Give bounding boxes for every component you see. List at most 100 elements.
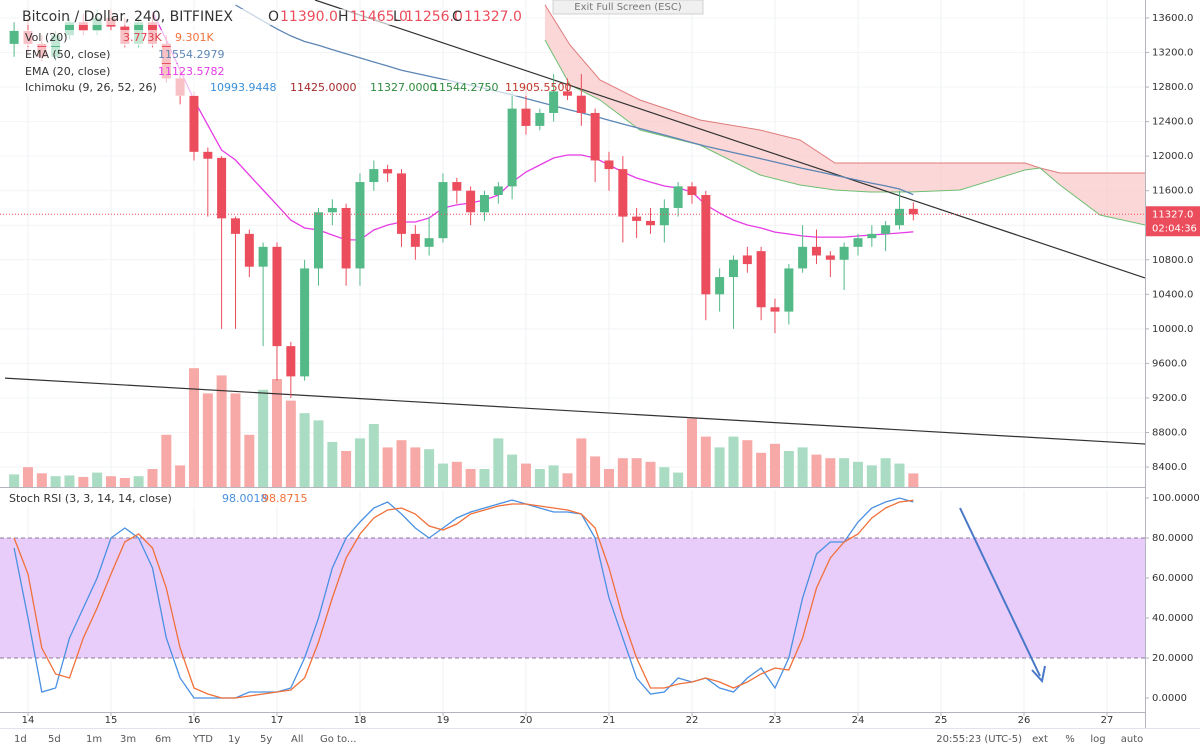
y-tick-label: 100.0000 — [1152, 493, 1200, 504]
volume-bar — [493, 438, 504, 487]
volume-bar — [866, 465, 877, 487]
toolbar-button[interactable]: All — [291, 734, 303, 745]
volume-bar — [590, 456, 601, 487]
candle-body — [673, 186, 683, 208]
volume-bar — [22, 467, 33, 487]
legend-value: 98.8715 — [262, 492, 308, 505]
toolbar-button[interactable]: 3m — [120, 734, 136, 745]
ema-line — [235, 4, 914, 196]
candle-body — [576, 95, 586, 113]
legend-value: 11123.5782 — [158, 65, 224, 78]
candle-body — [313, 212, 323, 269]
volume-bar — [230, 393, 241, 487]
y-tick-label: 13200.0 — [1152, 48, 1193, 59]
y-tick-label: 13600.0 — [1152, 13, 1193, 24]
volume-bar — [825, 458, 836, 487]
candle-body — [825, 255, 835, 260]
y-tick-label: 12800.0 — [1152, 82, 1193, 93]
toolbar-button[interactable]: 1m — [86, 734, 102, 745]
y-tick-label: 8400.0 — [1152, 462, 1187, 473]
volume-bar — [603, 469, 614, 487]
candle-body — [507, 108, 517, 187]
volume-bar — [839, 458, 850, 487]
countdown-label: 02:04:36 — [1152, 223, 1197, 234]
toolbar-button[interactable]: Go to... — [320, 734, 356, 745]
legend-background — [22, 64, 217, 80]
legend-value: 11327.0000 — [370, 81, 436, 94]
volume-bar — [742, 440, 753, 487]
candle-body — [798, 246, 808, 269]
volume-bar — [465, 469, 476, 487]
candle-body — [258, 246, 268, 267]
legend-value: 11425.0000 — [290, 81, 356, 94]
candle-body — [189, 95, 199, 152]
candle-body — [894, 208, 904, 226]
candle-body — [286, 346, 296, 377]
toolbar-button[interactable]: 1y — [228, 734, 240, 745]
candle-body — [784, 268, 794, 312]
candle-body — [396, 173, 406, 234]
volume-bar — [133, 476, 144, 487]
volume-bar — [728, 436, 739, 487]
legend-background — [22, 47, 217, 63]
candle-body — [78, 22, 88, 31]
candle-body — [728, 259, 738, 278]
toolbar-option[interactable]: log — [1090, 734, 1105, 745]
volume-bar — [686, 418, 697, 487]
candle-body — [438, 182, 448, 239]
candle-body — [562, 91, 572, 96]
toolbar-button[interactable]: 6m — [155, 734, 171, 745]
toolbar-option[interactable]: % — [1065, 734, 1075, 745]
toolbar-option[interactable]: ext — [1032, 734, 1048, 745]
x-tick-label: 18 — [354, 715, 367, 726]
volume-bar — [783, 451, 794, 487]
volume-bar — [202, 393, 213, 487]
candle-body — [756, 251, 766, 308]
candle-body — [742, 255, 752, 265]
y-tick-label: 12400.0 — [1152, 117, 1193, 128]
legend-value: 11554.2979 — [158, 48, 224, 61]
x-tick-label: 17 — [271, 715, 284, 726]
candle-body — [355, 182, 365, 269]
volume-bar — [50, 476, 61, 487]
volume-bar — [410, 447, 421, 487]
volume-bar — [368, 424, 379, 487]
legend-name: Stoch RSI (3, 3, 14, 14, close) — [9, 492, 172, 505]
volume-bar — [700, 436, 711, 487]
candle-body — [424, 238, 434, 247]
volume-bar — [507, 454, 518, 487]
toolbar-button[interactable]: YTD — [192, 734, 213, 745]
toolbar-option[interactable]: auto — [1121, 734, 1144, 745]
stoch-line — [13, 497, 914, 699]
candle-body — [535, 112, 545, 126]
volume-bar — [659, 467, 670, 487]
volume-bar — [188, 368, 199, 487]
volume-bar — [161, 434, 172, 487]
y-tick-label: 10800.0 — [1152, 255, 1193, 266]
volume-bar — [562, 473, 573, 487]
y-tick-label: 10000.0 — [1152, 324, 1193, 335]
stoch-line — [13, 499, 914, 699]
y-tick-label: 20.0000 — [1152, 653, 1193, 664]
candle-body — [9, 30, 19, 44]
candle-body — [618, 169, 628, 217]
y-tick-label: 80.0000 — [1152, 533, 1193, 544]
candle-body — [590, 112, 600, 161]
volume-bar — [119, 478, 130, 487]
clock: 20:55:23 (UTC-5) — [936, 734, 1022, 745]
toolbar-button[interactable]: 5d — [48, 734, 61, 745]
candle-body — [908, 208, 918, 215]
legend-value: 11544.2750 — [432, 81, 498, 94]
volume-bar — [520, 463, 531, 487]
ohlc-value: 11390.0 — [280, 9, 338, 25]
toolbar — [0, 728, 1200, 750]
toolbar-button[interactable]: 5y — [260, 734, 272, 745]
volume-bar — [327, 442, 338, 487]
candle-body — [383, 169, 393, 174]
toolbar-button[interactable]: 1d — [14, 734, 27, 745]
volume-bar — [271, 379, 282, 487]
toolbar-items: 1d 5d 1m 3m 6m YTD 1y 5y All Go to... 20:55:23 (UT… — [14, 734, 1143, 745]
candle-body — [701, 195, 711, 295]
candle-body — [521, 108, 531, 126]
legend-name: EMA (50, close) — [25, 48, 110, 61]
